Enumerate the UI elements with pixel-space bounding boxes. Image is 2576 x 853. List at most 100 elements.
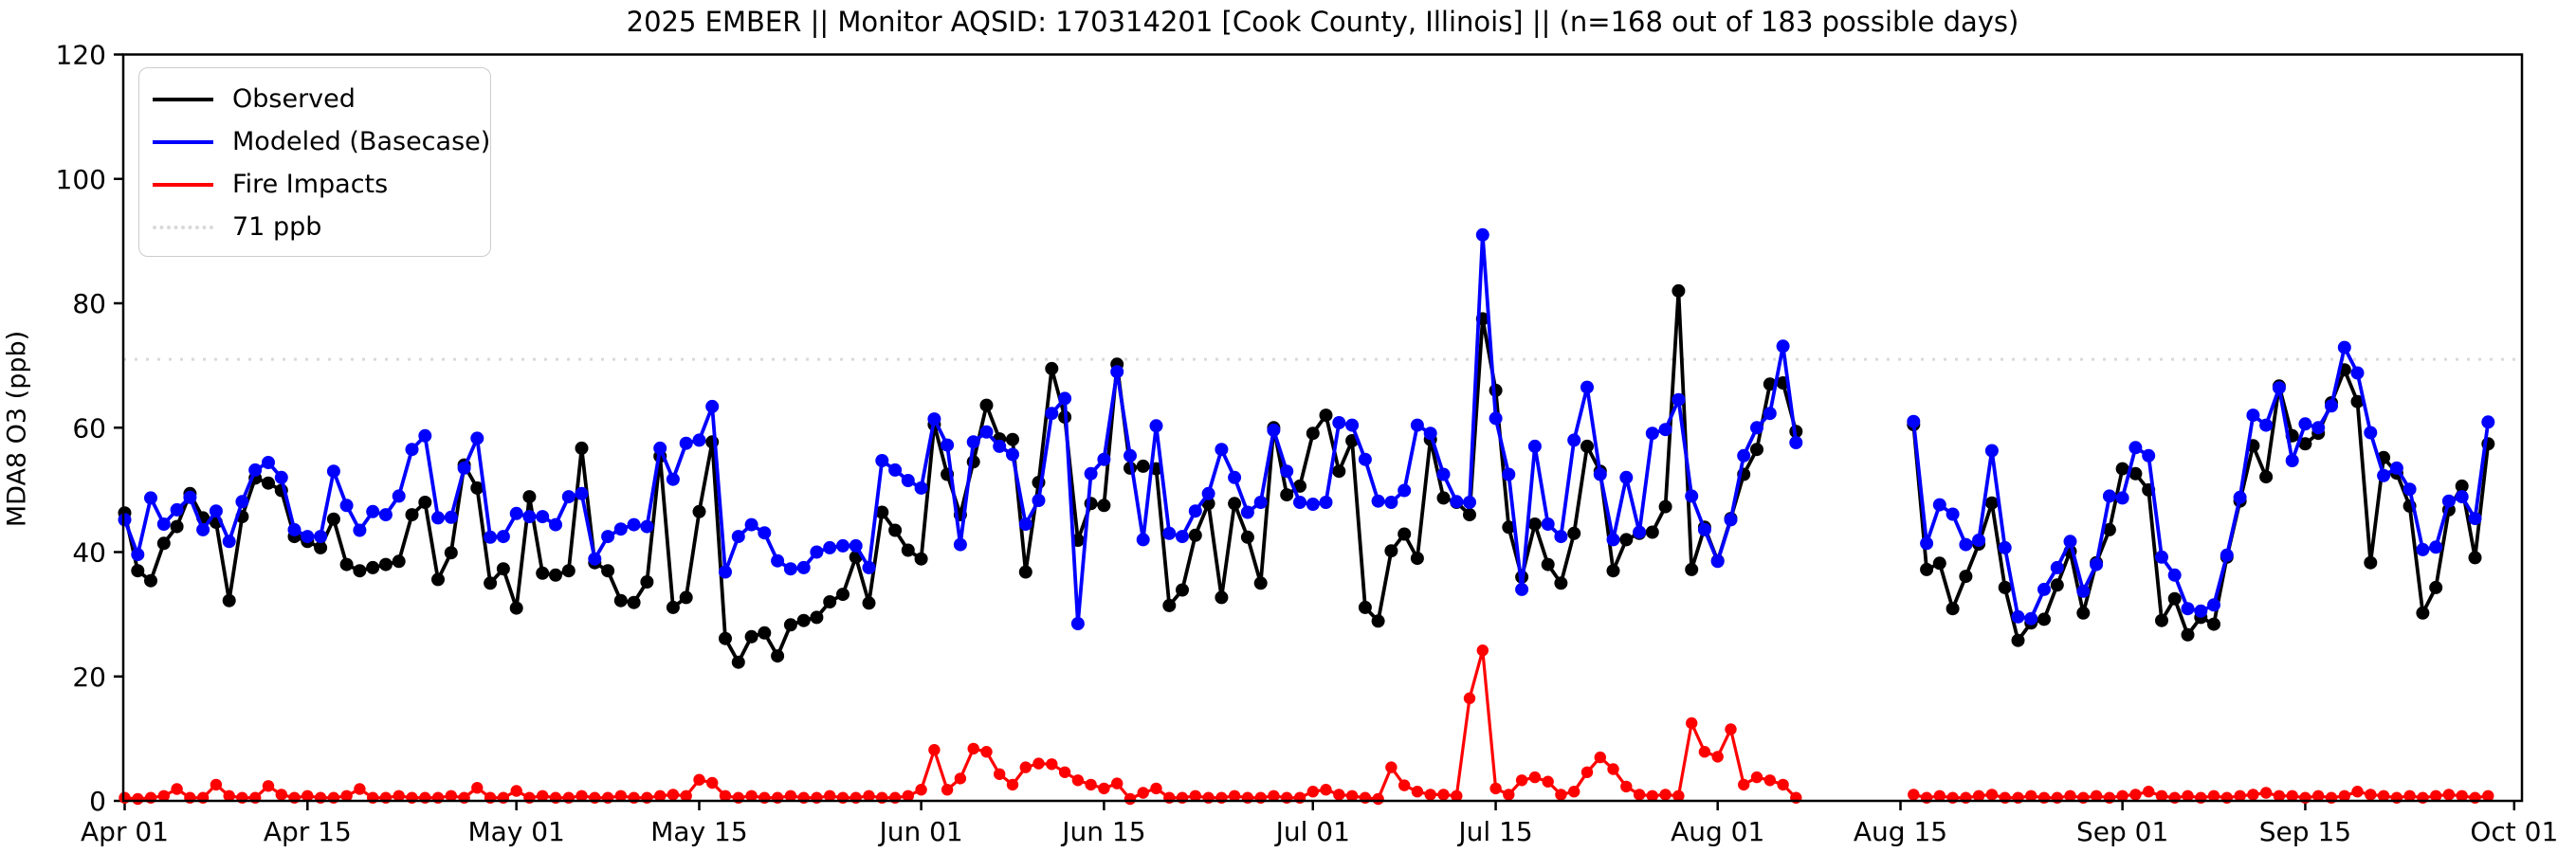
data-point: [758, 526, 772, 540]
series-fire-impacts: [119, 644, 2494, 806]
data-point: [1085, 778, 1097, 791]
data-point: [2312, 789, 2325, 802]
data-point: [2272, 381, 2286, 395]
data-point: [1136, 533, 1150, 547]
data-point: [431, 511, 445, 525]
data-point: [601, 530, 615, 544]
data-point: [692, 504, 706, 518]
data-point: [1423, 426, 1437, 441]
data-point: [339, 557, 354, 572]
data-point: [1124, 448, 1137, 463]
data-point: [783, 618, 797, 632]
data-point: [1463, 496, 1476, 509]
data-point: [1527, 439, 1542, 453]
data-point: [1398, 483, 1412, 498]
data-point: [1542, 775, 1554, 788]
data-point: [444, 510, 458, 524]
data-point: [823, 540, 837, 554]
data-point: [522, 510, 537, 524]
data-point: [875, 505, 889, 519]
y-tick-label: 40: [72, 537, 106, 569]
data-point: [366, 560, 380, 574]
data-point: [1776, 339, 1790, 354]
data-point: [418, 428, 432, 443]
data-point: [705, 399, 720, 413]
data-point: [1345, 789, 1359, 802]
data-point: [2285, 454, 2299, 467]
data-point: [1045, 361, 1059, 375]
x-tick-label: Apr 01: [81, 816, 169, 847]
data-point: [262, 456, 275, 469]
data-point: [2416, 542, 2430, 556]
data-point: [1698, 746, 1711, 758]
data-point: [1527, 517, 1542, 531]
data-point: [1424, 789, 1436, 801]
data-point: [2247, 789, 2259, 801]
data-point: [1763, 407, 1777, 421]
data-point: [235, 495, 249, 509]
data-point: [2259, 470, 2274, 484]
data-point: [2037, 612, 2051, 626]
data-point: [862, 560, 876, 574]
data-point: [1985, 789, 1999, 801]
data-point: [1070, 617, 1085, 630]
data-point: [2481, 415, 2495, 429]
data-point: [1280, 488, 1294, 502]
data-point: [1984, 496, 1999, 510]
data-point: [1188, 528, 1202, 542]
data-point: [1332, 464, 1346, 479]
data-point: [509, 506, 523, 520]
data-point: [613, 593, 628, 608]
data-point: [1593, 467, 1607, 481]
data-point: [758, 626, 772, 640]
data-point: [2155, 550, 2168, 564]
data-point: [1555, 789, 1567, 801]
series-observed: [118, 283, 2495, 669]
data-point: [693, 773, 705, 786]
data-point: [156, 517, 171, 531]
data-point: [1188, 504, 1202, 518]
data-point: [653, 441, 667, 455]
data-point: [810, 545, 824, 559]
data-point: [1620, 780, 1633, 793]
data-point: [1006, 432, 1019, 446]
data-point: [1567, 526, 1581, 540]
data-point: [496, 530, 510, 544]
data-point: [144, 573, 157, 588]
data-point: [1018, 517, 1032, 531]
data-point: [118, 513, 132, 527]
data-point: [1920, 536, 1934, 551]
data-point: [1959, 570, 1973, 584]
data-point: [1645, 426, 1659, 441]
data-point: [1463, 508, 1476, 522]
data-point: [170, 502, 184, 517]
data-point: [2338, 789, 2350, 802]
data-point: [1451, 789, 1463, 802]
data-point: [314, 540, 328, 554]
data-point: [1097, 452, 1111, 466]
data-point: [1371, 494, 1385, 508]
data-point: [954, 772, 967, 785]
data-point: [2063, 535, 2077, 549]
data-point: [2167, 591, 2182, 606]
data-point: [2389, 461, 2403, 475]
data-point: [823, 595, 837, 608]
data-point: [262, 780, 275, 792]
data-point: [601, 564, 615, 578]
data-point: [1358, 452, 1372, 466]
plot-spines: [121, 53, 2524, 803]
x-tick-label: May 01: [467, 816, 564, 847]
data-point: [2325, 399, 2338, 413]
data-point: [2050, 560, 2064, 574]
data-point: [2259, 418, 2274, 432]
data-point: [1737, 448, 1751, 463]
x-tick-label: Apr 15: [264, 816, 352, 847]
data-point: [561, 490, 575, 504]
data-point: [1228, 497, 1242, 511]
data-point: [1253, 576, 1268, 590]
data-point: [1594, 751, 1607, 764]
data-point: [1515, 774, 1528, 787]
x-tick-label: Jul 01: [1274, 816, 1350, 847]
data-point: [1528, 771, 1542, 784]
